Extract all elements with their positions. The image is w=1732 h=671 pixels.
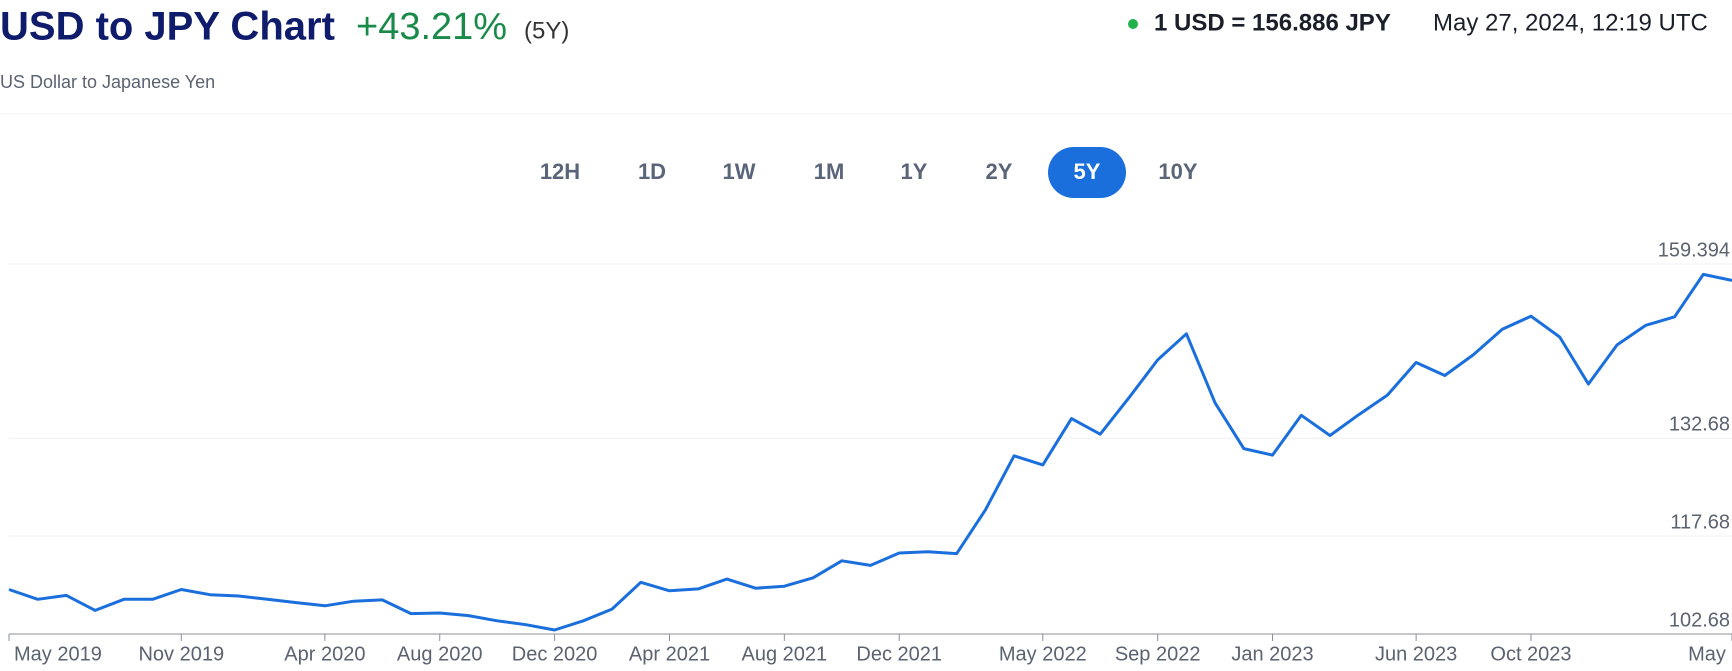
timestamp: May 27, 2024, 12:19 UTC xyxy=(1433,9,1708,36)
x-tick-label: Sep 2022 xyxy=(1115,643,1201,665)
title: USD to JPY Chart xyxy=(0,5,335,49)
x-tick-label: Jun 2023 xyxy=(1375,643,1457,665)
x-tick-label: Apr 2020 xyxy=(284,643,365,665)
y-tick-label: 102.68 xyxy=(1669,609,1730,631)
x-tick-label: Aug 2021 xyxy=(742,643,828,665)
x-tick-label: Dec 2020 xyxy=(512,643,598,665)
x-tick-label: May 2024 xyxy=(1688,643,1732,665)
x-tick-label: Oct 2023 xyxy=(1490,643,1571,665)
x-tick-label: Nov 2019 xyxy=(138,643,224,665)
x-tick-label: May 2022 xyxy=(999,643,1087,665)
range-buttons: 12H 1D 1W 1M 1Y 2Y 5Y 10Y xyxy=(540,147,1198,198)
x-tick-label: Dec 2021 xyxy=(856,643,942,665)
subtitle: US Dollar to Japanese Yen xyxy=(0,72,215,92)
x-tick-label: May 2019 xyxy=(14,643,102,665)
range-button[interactable]: 5Y xyxy=(1074,159,1101,184)
range-button[interactable]: 1Y xyxy=(901,159,928,184)
active-pill xyxy=(1048,147,1126,198)
rate: 1 USD = 156.886 JPY xyxy=(1154,9,1391,36)
x-tick-label: Aug 2020 xyxy=(397,643,483,665)
range-button[interactable]: 10Y xyxy=(1158,159,1197,184)
x-tick-label: Apr 2021 xyxy=(629,643,710,665)
x-tick-label: Jan 2023 xyxy=(1231,643,1313,665)
chart: 102.68 117.68 132.68 159.394 May 2019 Nov 201… xyxy=(8,239,1732,665)
live-dot xyxy=(1128,19,1138,29)
period: (5Y) xyxy=(524,17,569,44)
range-button[interactable]: 2Y xyxy=(986,159,1013,184)
range-button[interactable]: 12H xyxy=(540,159,580,184)
range-button[interactable]: 1M xyxy=(814,159,845,184)
change: +43.21% xyxy=(356,6,507,48)
price-line xyxy=(8,272,1732,632)
y-tick-label: 159.394 xyxy=(1658,239,1730,261)
range-button[interactable]: 1W xyxy=(723,159,756,184)
y-tick-label: 132.68 xyxy=(1669,414,1730,436)
range-button[interactable]: 1D xyxy=(638,159,666,184)
y-tick-label: 117.68 xyxy=(1670,511,1730,533)
